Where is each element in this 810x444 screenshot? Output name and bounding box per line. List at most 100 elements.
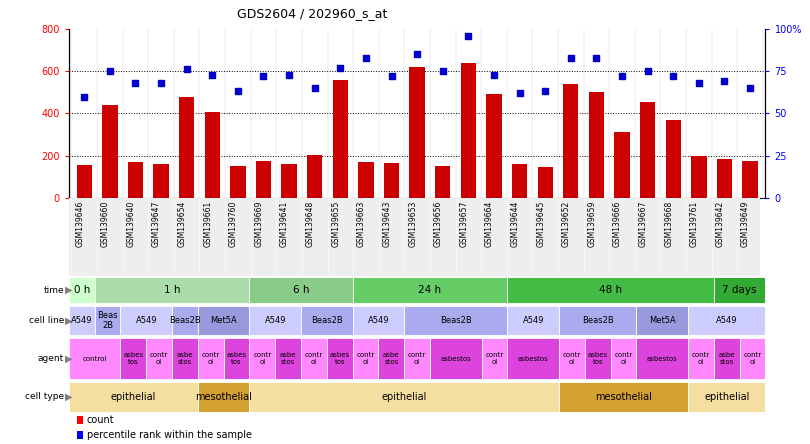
Bar — [507, 338, 559, 379]
Point — [513, 90, 526, 97]
Bar — [743, 161, 758, 198]
Bar — [589, 92, 604, 198]
Text: GSM139645: GSM139645 — [536, 200, 545, 247]
Bar — [128, 162, 143, 198]
Text: GSM139644: GSM139644 — [510, 200, 519, 247]
Text: asbes
tos: asbes tos — [227, 352, 246, 365]
Text: contr
ol: contr ol — [615, 352, 633, 365]
Bar — [640, 102, 655, 198]
Text: cell line: cell line — [28, 316, 64, 325]
Text: epithelial: epithelial — [111, 392, 156, 402]
Bar — [77, 431, 83, 439]
Bar — [559, 306, 637, 335]
Bar — [352, 277, 507, 303]
Bar — [378, 338, 404, 379]
Bar — [77, 416, 83, 424]
Bar — [69, 338, 121, 379]
Text: GSM139760: GSM139760 — [229, 200, 238, 247]
Text: Beas
2B: Beas 2B — [97, 311, 118, 330]
Point — [437, 67, 450, 75]
Bar — [301, 306, 352, 335]
Text: contr
ol: contr ol — [356, 352, 375, 365]
Point — [104, 67, 117, 75]
Text: Met5A: Met5A — [211, 316, 237, 325]
Text: contr
ol: contr ol — [202, 352, 220, 365]
Text: GSM139654: GSM139654 — [177, 200, 186, 247]
Bar — [714, 338, 740, 379]
Text: ▶: ▶ — [65, 285, 72, 295]
Point — [539, 88, 552, 95]
Text: contr
ol: contr ol — [563, 352, 581, 365]
Text: GSM139652: GSM139652 — [562, 200, 571, 246]
Text: asbe
stos: asbe stos — [718, 352, 735, 365]
Bar — [688, 306, 765, 335]
Text: GSM139669: GSM139669 — [254, 200, 263, 247]
Bar — [691, 156, 706, 198]
Text: agent: agent — [38, 354, 64, 363]
Text: A549: A549 — [368, 316, 389, 325]
Bar — [307, 155, 322, 198]
Text: GSM139643: GSM139643 — [382, 200, 391, 247]
Bar — [410, 67, 424, 198]
Text: contr
ol: contr ol — [485, 352, 504, 365]
Text: A549: A549 — [716, 316, 737, 325]
Text: GSM139653: GSM139653 — [408, 200, 417, 247]
Bar — [740, 338, 765, 379]
Bar — [482, 338, 507, 379]
Bar — [205, 112, 220, 198]
Text: contr
ol: contr ol — [744, 352, 761, 365]
Text: contr
ol: contr ol — [254, 352, 271, 365]
Bar — [179, 96, 194, 198]
Bar — [230, 166, 245, 198]
Bar — [69, 382, 198, 412]
Bar — [688, 338, 714, 379]
Text: GSM139668: GSM139668 — [664, 200, 673, 246]
Bar — [95, 277, 249, 303]
Bar — [333, 79, 348, 198]
Point — [309, 84, 322, 91]
Bar — [585, 338, 611, 379]
Bar — [153, 164, 168, 198]
Text: mesothelial: mesothelial — [195, 392, 252, 402]
Text: 7 days: 7 days — [723, 285, 757, 295]
Text: ▶: ▶ — [65, 316, 72, 325]
Bar — [198, 306, 249, 335]
Text: cell type: cell type — [25, 392, 64, 401]
Text: mesothelial: mesothelial — [595, 392, 652, 402]
Text: percentile rank within the sample: percentile rank within the sample — [87, 430, 252, 440]
Point — [232, 88, 245, 95]
Text: asbes
tos: asbes tos — [588, 352, 608, 365]
Text: GSM139642: GSM139642 — [715, 200, 724, 246]
Text: GSM139649: GSM139649 — [741, 200, 750, 247]
Text: GSM139640: GSM139640 — [126, 200, 135, 247]
Text: 0 h: 0 h — [74, 285, 90, 295]
Bar — [717, 159, 732, 198]
Text: GSM139666: GSM139666 — [613, 200, 622, 247]
Bar — [404, 306, 507, 335]
Text: GSM139648: GSM139648 — [305, 200, 315, 246]
Text: GDS2604 / 202960_s_at: GDS2604 / 202960_s_at — [237, 7, 388, 20]
Bar — [95, 306, 121, 335]
Text: A549: A549 — [522, 316, 544, 325]
Text: GSM139660: GSM139660 — [100, 200, 110, 247]
Bar — [249, 338, 275, 379]
Text: GSM139655: GSM139655 — [331, 200, 340, 247]
Bar — [76, 165, 92, 198]
Text: time: time — [44, 285, 64, 295]
Text: asbe
stos: asbe stos — [280, 352, 296, 365]
Point — [462, 32, 475, 39]
Text: contr
ol: contr ol — [408, 352, 426, 365]
Bar — [198, 338, 224, 379]
Text: 24 h: 24 h — [419, 285, 441, 295]
Bar — [430, 338, 482, 379]
Bar — [172, 338, 198, 379]
Bar — [198, 382, 249, 412]
Point — [488, 71, 501, 78]
Bar — [637, 338, 688, 379]
Text: contr
ol: contr ol — [150, 352, 168, 365]
Bar — [666, 120, 681, 198]
Point — [180, 66, 193, 73]
Point — [360, 54, 373, 61]
Bar — [249, 277, 352, 303]
Bar — [404, 338, 430, 379]
